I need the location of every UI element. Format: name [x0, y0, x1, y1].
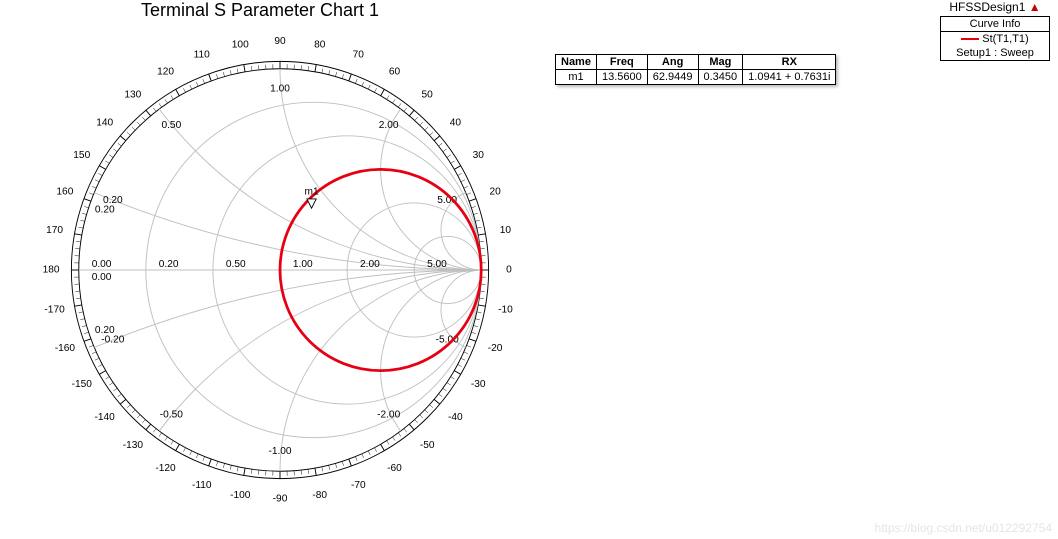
table-header: RX: [743, 55, 836, 70]
svg-text:-30: -30: [471, 379, 486, 390]
svg-text:1.00: 1.00: [270, 84, 290, 95]
legend-footer: Setup1 : Sweep: [941, 46, 1049, 60]
legend-item: St(T1,T1): [941, 32, 1049, 46]
table-header: Mag: [698, 55, 743, 70]
marker-m1-icon: [307, 199, 316, 208]
svg-text:0.50: 0.50: [226, 259, 246, 270]
svg-text:5.00: 5.00: [427, 259, 447, 270]
svg-text:-110: -110: [192, 480, 212, 491]
svg-text:0.00: 0.00: [92, 259, 112, 270]
svg-text:150: 150: [73, 150, 90, 161]
svg-text:-120: -120: [155, 463, 176, 474]
svg-text:120: 120: [157, 66, 174, 77]
svg-text:80: 80: [314, 39, 326, 50]
svg-text:-80: -80: [312, 490, 327, 501]
svg-text:130: 130: [124, 89, 141, 100]
svg-text:-60: -60: [387, 463, 402, 474]
svg-text:-1.00: -1.00: [268, 446, 291, 457]
svg-text:-90: -90: [273, 494, 288, 505]
warning-icon: ▲: [1029, 0, 1041, 14]
svg-text:-40: -40: [448, 412, 463, 423]
svg-text:-70: -70: [351, 480, 366, 491]
svg-text:-10: -10: [498, 304, 513, 315]
design-name-text: HFSSDesign1: [949, 0, 1025, 14]
svg-text:m1: m1: [305, 186, 319, 197]
svg-text:0.20: 0.20: [95, 204, 115, 215]
svg-text:140: 140: [96, 118, 113, 129]
table-header: Name: [556, 55, 597, 70]
svg-text:-0.50: -0.50: [160, 410, 183, 421]
svg-text:50: 50: [422, 89, 434, 100]
svg-text:110: 110: [194, 50, 211, 61]
marker-data-table: NameFreqAngMagRX m113.560062.94490.34501…: [555, 54, 836, 85]
svg-text:-140: -140: [94, 412, 115, 423]
smith-chart: 0 10 20 30 40 50 60 70 80 90 100 110 120 130 140 150 160…: [40, 20, 520, 520]
svg-text:170: 170: [46, 225, 63, 236]
svg-text:-170: -170: [44, 304, 65, 315]
svg-text:90: 90: [274, 36, 286, 47]
svg-text:-2.00: -2.00: [377, 410, 400, 421]
svg-text:-150: -150: [72, 379, 93, 390]
table-cell: 0.3450: [698, 70, 743, 85]
svg-text:160: 160: [56, 186, 73, 197]
svg-text:0.50: 0.50: [161, 120, 181, 131]
legend-panel: HFSSDesign1 ▲ Curve Info St(T1,T1) Setup…: [940, 0, 1050, 61]
legend-swatch-icon: [961, 38, 979, 40]
svg-text:2.00: 2.00: [360, 259, 380, 270]
table-cell: 62.9449: [647, 70, 698, 85]
table-row: m113.560062.94490.34501.0941 + 0.7631i: [556, 70, 836, 85]
svg-text:20: 20: [489, 186, 501, 197]
design-name-label: HFSSDesign1 ▲: [940, 0, 1050, 14]
svg-text:30: 30: [473, 150, 485, 161]
svg-text:0.20: 0.20: [159, 259, 179, 270]
legend-label: St(T1,T1): [982, 33, 1028, 45]
svg-text:180: 180: [43, 265, 60, 276]
svg-text:0: 0: [506, 265, 512, 276]
curve-info-header: Curve Info: [941, 17, 1049, 32]
svg-text:-130: -130: [123, 440, 144, 451]
svg-text:1.00: 1.00: [293, 259, 313, 270]
table-cell: m1: [556, 70, 597, 85]
svg-text:-100: -100: [230, 490, 251, 501]
svg-text:0.20: 0.20: [95, 325, 115, 336]
table-cell: 1.0941 + 0.7631i: [743, 70, 836, 85]
svg-text:10: 10: [500, 225, 512, 236]
svg-text:-160: -160: [55, 343, 76, 354]
svg-text:-20: -20: [488, 343, 503, 354]
svg-text:70: 70: [353, 50, 365, 61]
svg-text:2.00: 2.00: [379, 120, 399, 131]
svg-text:100: 100: [232, 39, 249, 50]
table-header: Freq: [596, 55, 647, 70]
watermark-text: https://blog.csdn.net/u012292754: [875, 521, 1052, 535]
svg-text:0.00: 0.00: [92, 272, 112, 283]
table-cell: 13.5600: [596, 70, 647, 85]
svg-text:-50: -50: [420, 440, 435, 451]
chart-title: Terminal S Parameter Chart 1: [0, 0, 520, 21]
table-header: Ang: [647, 55, 698, 70]
svg-text:60: 60: [389, 66, 401, 77]
svg-text:40: 40: [450, 118, 462, 129]
curve-info-box: Curve Info St(T1,T1) Setup1 : Sweep: [940, 16, 1050, 61]
